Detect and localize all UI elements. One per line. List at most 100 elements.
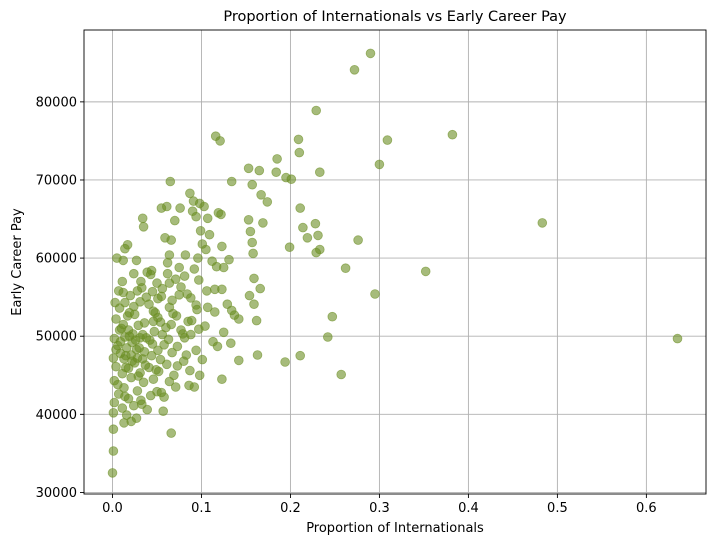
data-point: [322, 332, 333, 342]
data-point: [115, 336, 126, 347]
data-point: [194, 370, 205, 381]
data-point: [226, 338, 236, 349]
data-point: [191, 211, 201, 222]
data-point: [255, 283, 266, 294]
data-point: [185, 188, 195, 199]
data-point: [162, 257, 173, 268]
data-point: [248, 248, 258, 259]
data-point: [133, 320, 144, 331]
data-point: [314, 167, 325, 178]
data-point: [168, 308, 178, 319]
data-point: [193, 253, 203, 263]
y-axis-label: Early Career Pay: [10, 208, 25, 316]
data-point: [141, 332, 152, 343]
data-point: [178, 356, 189, 367]
data-point: [166, 428, 177, 438]
data-point: [286, 174, 297, 185]
data-point: [672, 333, 683, 344]
data-point: [293, 134, 304, 145]
data-point: [258, 218, 268, 228]
data-point: [109, 397, 120, 408]
data-point: [243, 163, 254, 174]
data-point: [271, 167, 282, 178]
chart-title: Proportion of Internationals vs Early Ca…: [223, 9, 567, 25]
data-point: [162, 268, 173, 279]
data-point: [370, 289, 380, 299]
data-point: [129, 301, 139, 312]
y-axis-ticks: 30000 40000 50000 60000 70000 80000: [36, 95, 84, 501]
data-point: [144, 299, 154, 310]
y-tick-label: 80000: [36, 95, 77, 110]
data-point: [133, 371, 144, 381]
data-point: [159, 392, 169, 402]
data-point: [202, 302, 213, 313]
data-point: [217, 284, 227, 295]
data-point: [215, 136, 225, 146]
x-axis-label: Proportion of Internationals: [306, 521, 484, 536]
data-point: [210, 307, 220, 317]
data-point: [164, 278, 175, 288]
data-point: [185, 365, 195, 376]
data-point: [164, 250, 175, 260]
x-tick-label: 0.2: [280, 501, 301, 516]
data-point: [153, 345, 163, 356]
data-point: [137, 282, 147, 293]
data-point: [164, 376, 175, 387]
data-point: [162, 359, 172, 370]
data-point: [247, 179, 258, 190]
data-point: [138, 377, 149, 388]
data-point: [294, 147, 305, 158]
data-point: [251, 315, 262, 326]
data-point: [217, 374, 227, 385]
data-point: [174, 262, 185, 273]
data-point: [172, 361, 183, 371]
data-point: [152, 278, 162, 288]
data-point: [180, 250, 191, 260]
data-point: [114, 303, 125, 313]
data-point: [170, 382, 181, 392]
x-tick-label: 0.0: [102, 501, 123, 516]
data-point: [192, 304, 202, 315]
data-point: [194, 324, 204, 335]
data-point: [145, 269, 156, 280]
data-point: [189, 264, 200, 274]
data-point: [254, 165, 265, 176]
data-point: [353, 235, 363, 245]
data-points: [107, 48, 683, 478]
data-point: [194, 275, 204, 285]
data-point: [234, 314, 244, 324]
data-point: [336, 369, 347, 380]
data-point: [256, 190, 266, 200]
data-point: [119, 418, 129, 428]
x-tick-label: 0.3: [369, 501, 390, 516]
data-point: [111, 344, 121, 355]
data-point: [147, 339, 158, 349]
data-point: [117, 368, 128, 379]
x-tick-label: 0.1: [191, 501, 212, 516]
y-tick-label: 30000: [36, 486, 77, 501]
x-tick-label: 0.4: [458, 501, 479, 516]
data-point: [298, 222, 308, 233]
data-point: [252, 350, 263, 360]
data-point: [107, 468, 118, 478]
data-point: [302, 233, 313, 243]
data-point: [137, 213, 148, 224]
y-tick-label: 70000: [36, 173, 77, 188]
data-point: [161, 322, 171, 333]
plot-frame: [83, 29, 707, 495]
data-point: [140, 360, 151, 370]
data-point: [186, 315, 197, 326]
data-point: [175, 203, 185, 213]
y-tick-label: 50000: [36, 330, 77, 345]
x-axis-ticks: 0.0 0.1 0.2 0.3 0.4 0.5 0.6: [102, 494, 657, 516]
data-point: [191, 345, 201, 356]
data-point: [172, 341, 183, 352]
data-point: [148, 374, 159, 385]
data-point: [108, 353, 119, 363]
data-point: [217, 241, 227, 252]
y-tick-label: 60000: [36, 252, 77, 267]
data-point: [150, 307, 161, 318]
data-point: [204, 229, 215, 240]
data-point: [132, 353, 143, 363]
